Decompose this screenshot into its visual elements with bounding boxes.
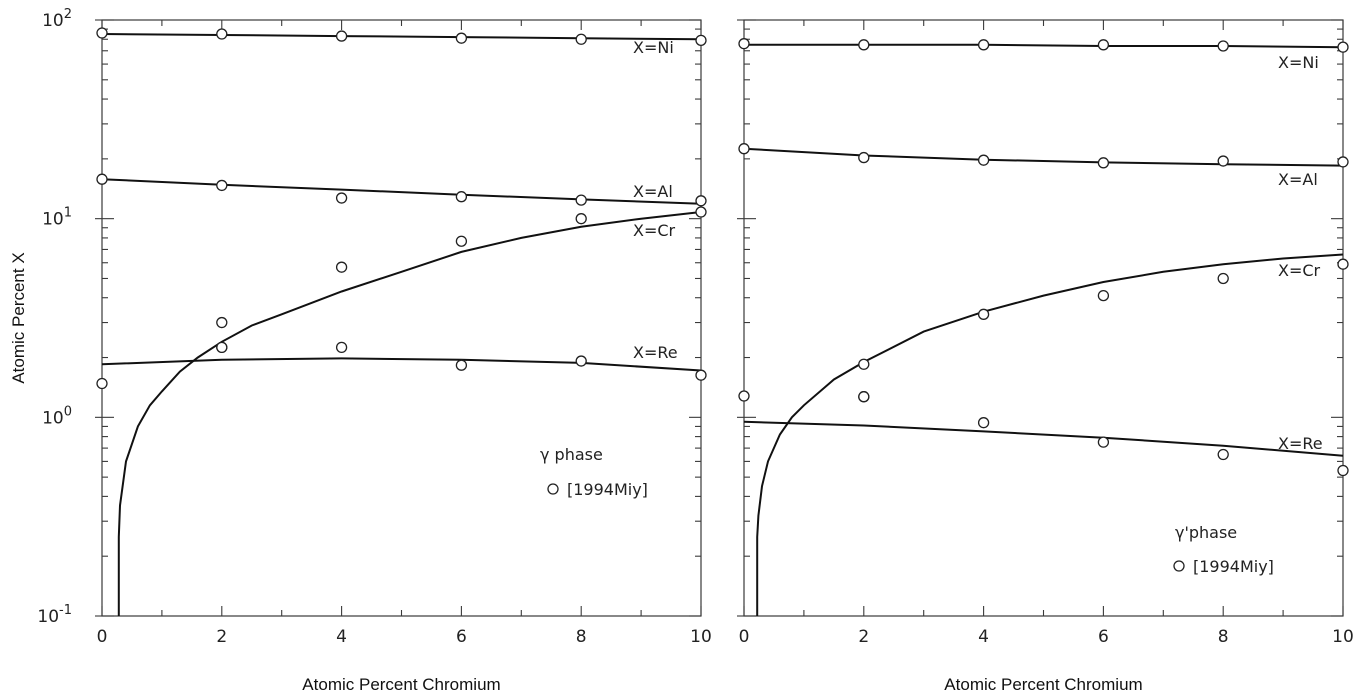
data-point-x-ni [455, 32, 468, 44]
x-tick-label: 4 [978, 627, 989, 647]
data-point-x-ni [216, 28, 228, 40]
data-point-x-al [858, 151, 870, 164]
x-tick-label: 10 [690, 627, 712, 647]
x-tick-label: 8 [1218, 627, 1229, 647]
data-point-x-cr [1217, 272, 1229, 285]
legend-source-label: [1994Miy] [567, 480, 648, 499]
data-point-x-al [1097, 157, 1110, 169]
data-point-x-ni [1097, 39, 1110, 51]
series-label-x-cr: X=Cr [1278, 261, 1321, 280]
series-label-x-re: X=Re [633, 343, 678, 362]
x-tick-label: 0 [739, 627, 750, 647]
x-tick-label: 2 [216, 627, 227, 647]
data-point-x-re [738, 390, 750, 402]
data-point-x-al [1337, 156, 1349, 168]
data-point-x-cr [1337, 258, 1349, 270]
data-point-x-al [738, 143, 750, 155]
series-line-x-al [101, 178, 702, 205]
legend-source-label: [1994Miy] [1193, 557, 1274, 576]
data-point-x-ni [96, 27, 108, 39]
series-line-x-re [101, 357, 702, 372]
data-point-x-cr [216, 316, 228, 329]
data-point-x-ni [575, 33, 587, 45]
data-point-x-cr [335, 261, 348, 273]
data-point-x-al [455, 191, 468, 203]
series-line-x-cr [117, 211, 702, 616]
data-point-x-ni [695, 34, 707, 46]
panel-gamma-prime: 0 2 4 6 8 10 Atomic Percent Chromium X=Ni X=Al X=… [737, 19, 1354, 694]
x-tick-label: 8 [576, 627, 587, 647]
data-point-x-cr [977, 308, 990, 320]
series-line-x-cr [756, 253, 1344, 616]
data-point-x-cr [1097, 289, 1110, 302]
y-tick-label: 10-1 [37, 603, 72, 627]
data-point-x-al [335, 192, 348, 204]
x-axis-title: Atomic Percent Chromium [944, 675, 1142, 694]
plot-frame [101, 19, 702, 617]
x-axis-title: Atomic Percent Chromium [302, 675, 500, 694]
data-point-x-cr [575, 213, 587, 225]
x-tick-label: 4 [336, 627, 347, 647]
data-point-x-re [1097, 436, 1110, 448]
series-label-x-re: X=Re [1278, 434, 1323, 453]
data-point-x-ni [738, 38, 750, 50]
data-point-x-re [455, 359, 468, 371]
y-tick-label: 100 [42, 404, 72, 428]
legend-phase-label: γ phase [540, 445, 603, 464]
data-point-x-al [575, 194, 587, 206]
x-tick-label: 6 [1098, 627, 1109, 647]
data-point-x-al [96, 173, 108, 185]
y-tick-label: 102 [42, 7, 72, 31]
series-line-x-al [743, 147, 1344, 167]
data-point-x-re [575, 355, 587, 367]
data-point-x-cr [455, 235, 468, 247]
data-point-x-re [695, 369, 707, 381]
data-point-x-ni [1217, 40, 1229, 52]
series-line-x-re [743, 420, 1344, 457]
data-point-x-re [96, 377, 108, 390]
series-line-x-ni [101, 33, 702, 41]
data-point-x-re [858, 391, 870, 403]
series-label-x-al: X=Al [1278, 170, 1318, 189]
data-point-x-al [216, 179, 228, 192]
x-tick-label: 6 [456, 627, 467, 647]
panel-gamma: 0 2 4 6 8 10 10-1 100 101 102 Atomic Percent Chrom… [37, 7, 711, 694]
x-tick-label: 2 [858, 627, 869, 647]
series-label-x-cr: X=Cr [633, 221, 676, 240]
data-point-x-ni [335, 30, 348, 42]
legend-marker-icon [547, 483, 559, 495]
x-tick-label: 10 [1332, 627, 1354, 647]
data-point-x-al [977, 154, 990, 166]
data-point-x-ni [1337, 41, 1349, 53]
data-point-x-ni [977, 39, 990, 51]
y-tick-label: 101 [42, 206, 72, 230]
data-point-x-cr [695, 206, 707, 218]
data-point-x-cr [858, 358, 870, 370]
data-point-x-re [977, 417, 990, 429]
data-point-x-al [1217, 155, 1229, 167]
data-point-x-re [1217, 448, 1229, 461]
series-label-x-ni: X=Ni [1278, 53, 1319, 72]
data-point-x-al [695, 195, 707, 207]
series-label-x-ni: X=Ni [633, 38, 674, 57]
x-tick-label: 0 [97, 627, 108, 647]
data-point-x-ni [858, 39, 870, 51]
series-line-x-ni [744, 43, 1344, 49]
legend-marker-icon [1173, 560, 1185, 572]
legend-phase-label: γ'phase [1175, 523, 1237, 542]
y-axis-title: Atomic Percent X [9, 252, 28, 383]
plot-frame [743, 19, 1344, 617]
data-point-x-re [216, 341, 228, 354]
series-label-x-al: X=Al [633, 182, 673, 201]
data-point-x-re [335, 341, 348, 354]
data-point-x-re [1337, 464, 1349, 477]
